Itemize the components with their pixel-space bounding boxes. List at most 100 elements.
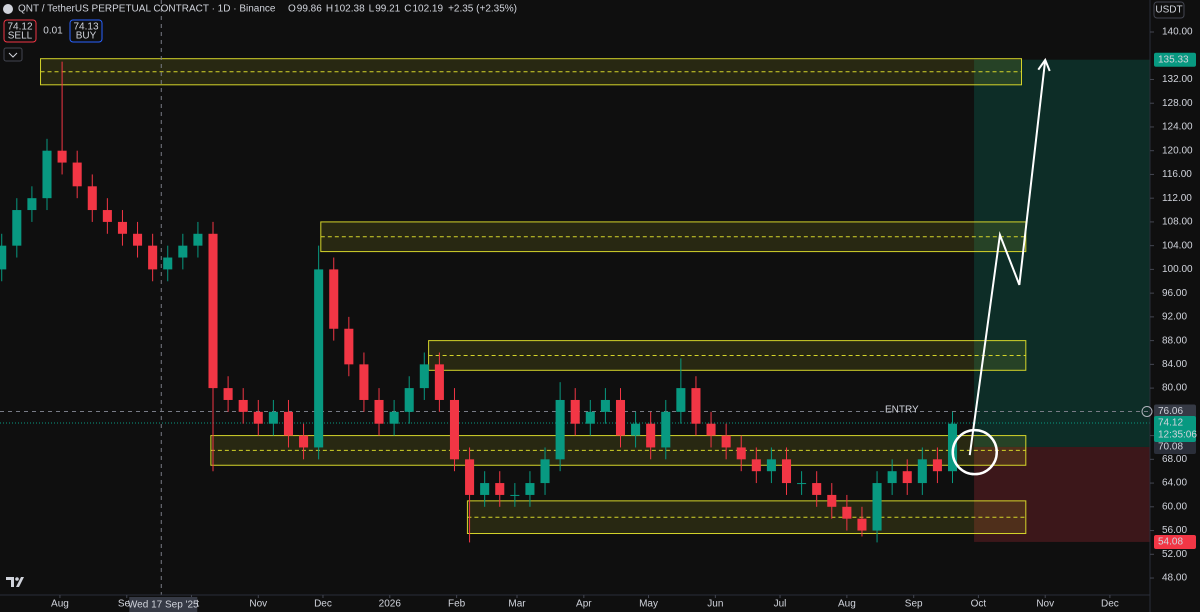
candle-body bbox=[585, 411, 595, 424]
plot-area: ENTRY bbox=[0, 0, 1150, 595]
y-tick-label: 140.00 bbox=[1162, 27, 1193, 38]
candle-body bbox=[238, 399, 248, 412]
x-tick-label: Aug bbox=[838, 599, 856, 610]
candle-body bbox=[465, 459, 475, 495]
candle-body bbox=[631, 423, 641, 436]
candle-body bbox=[721, 435, 731, 448]
target-price: 135.33 bbox=[1158, 54, 1189, 65]
candle-body bbox=[902, 471, 912, 484]
candle-body bbox=[449, 399, 460, 460]
crosshair-price: 76.06 bbox=[1158, 406, 1183, 417]
candle-body bbox=[0, 245, 7, 270]
candle-body bbox=[842, 506, 852, 519]
candle-body bbox=[42, 150, 52, 199]
candle-body bbox=[555, 399, 565, 460]
candle-body bbox=[736, 447, 746, 460]
candle-body bbox=[163, 257, 173, 270]
currency-button[interactable] bbox=[1153, 1, 1185, 19]
x-tick-label: Nov bbox=[249, 599, 267, 610]
x-tick-label: Aug bbox=[51, 599, 69, 610]
candle-body bbox=[434, 364, 444, 400]
candle-body bbox=[540, 459, 550, 484]
candle-body bbox=[510, 494, 520, 496]
candle-body bbox=[268, 411, 278, 424]
ohlc-value: 102.38 bbox=[334, 4, 365, 15]
candle-body bbox=[223, 388, 233, 400]
crosshair-price-box bbox=[1154, 404, 1196, 419]
y-tick-label: 100.00 bbox=[1162, 264, 1193, 275]
candle-body bbox=[600, 399, 610, 412]
crosshair-date-box bbox=[129, 597, 198, 612]
sell-button[interactable] bbox=[3, 19, 37, 43]
chevron-icon bbox=[8, 52, 18, 58]
forecast-arrow bbox=[968, 59, 1047, 456]
last-price: 74.12 bbox=[1158, 418, 1183, 429]
y-tick-label: 56.00 bbox=[1162, 525, 1187, 536]
candle-body bbox=[495, 483, 505, 495]
chart-title: QNT / TetherUS PERPETUAL CONTRACT · 1D ·… bbox=[18, 4, 276, 15]
ohlc-value: +2.35 (+2.35%) bbox=[448, 4, 517, 15]
x-tick-label: Dec bbox=[1101, 599, 1119, 610]
currency: USDT bbox=[1155, 5, 1182, 16]
ohlc-key: H bbox=[326, 4, 333, 15]
x-tick-label: Sep bbox=[905, 599, 923, 610]
crosshair-date: Wed 17 Sep '25 bbox=[128, 600, 199, 611]
x-tick-label: Nov bbox=[1036, 599, 1054, 610]
y-tick-label: 84.00 bbox=[1162, 359, 1187, 370]
ohlc-value: 102.19 bbox=[412, 4, 443, 15]
supply-demand-zone bbox=[466, 500, 1027, 535]
candle-body bbox=[570, 399, 580, 424]
y-tick-label: 48.00 bbox=[1162, 573, 1187, 584]
candle-body bbox=[646, 423, 656, 448]
ohlc-key: O bbox=[288, 4, 296, 15]
candle-body bbox=[766, 459, 776, 472]
candle-body bbox=[314, 269, 324, 448]
candle-body bbox=[827, 494, 837, 507]
y-tick-label: 108.00 bbox=[1162, 217, 1193, 228]
candle-body bbox=[87, 186, 97, 211]
candle-body bbox=[253, 411, 263, 424]
collapse-button[interactable] bbox=[3, 47, 23, 62]
candle-body bbox=[389, 411, 399, 424]
candle-body bbox=[72, 162, 82, 187]
ohlc-value: 99.21 bbox=[375, 4, 400, 15]
y-tick-label: 132.00 bbox=[1162, 74, 1193, 85]
x-tick-label: Apr bbox=[576, 599, 592, 610]
x-tick-label: Dec bbox=[314, 599, 332, 610]
buy-label: BUY bbox=[76, 31, 97, 42]
candle-body bbox=[102, 210, 112, 222]
candle-body bbox=[178, 245, 188, 258]
x-tick-label: Jun bbox=[707, 599, 723, 610]
candle-body bbox=[57, 150, 67, 163]
y-tick-label: 68.00 bbox=[1162, 454, 1187, 465]
y-tick-label: 60.00 bbox=[1162, 501, 1187, 512]
y-tick-label: 80.00 bbox=[1162, 383, 1187, 394]
candle-body bbox=[299, 435, 309, 448]
countdown: 12:35:06 bbox=[1158, 430, 1197, 441]
candle-body bbox=[676, 388, 686, 412]
y-tick-label: 112.00 bbox=[1162, 193, 1192, 204]
candle-body bbox=[751, 459, 761, 472]
candle-body bbox=[857, 518, 867, 531]
buy-button[interactable] bbox=[69, 19, 103, 43]
arrow-head bbox=[1037, 57, 1051, 72]
y-tick-label: 104.00 bbox=[1162, 240, 1193, 251]
candle-body bbox=[887, 471, 897, 484]
candle-body bbox=[133, 233, 143, 246]
candle-body bbox=[661, 411, 671, 448]
y-tick-label: 120.00 bbox=[1162, 145, 1193, 156]
logo-dot bbox=[15, 577, 19, 581]
entry-label: ENTRY bbox=[885, 405, 919, 416]
y-tick-label: 96.00 bbox=[1162, 288, 1187, 299]
add-alert-button[interactable] bbox=[1141, 405, 1153, 417]
entry-price: 70.08 bbox=[1158, 442, 1183, 453]
candle-body bbox=[344, 328, 354, 365]
symbol-icon bbox=[3, 4, 13, 14]
y-tick-label: 52.00 bbox=[1162, 549, 1187, 560]
last-price-box bbox=[1154, 415, 1196, 442]
candle-body bbox=[812, 483, 822, 495]
stop-area bbox=[974, 446, 1150, 542]
candle-body bbox=[797, 483, 807, 485]
candle-body bbox=[329, 269, 339, 329]
